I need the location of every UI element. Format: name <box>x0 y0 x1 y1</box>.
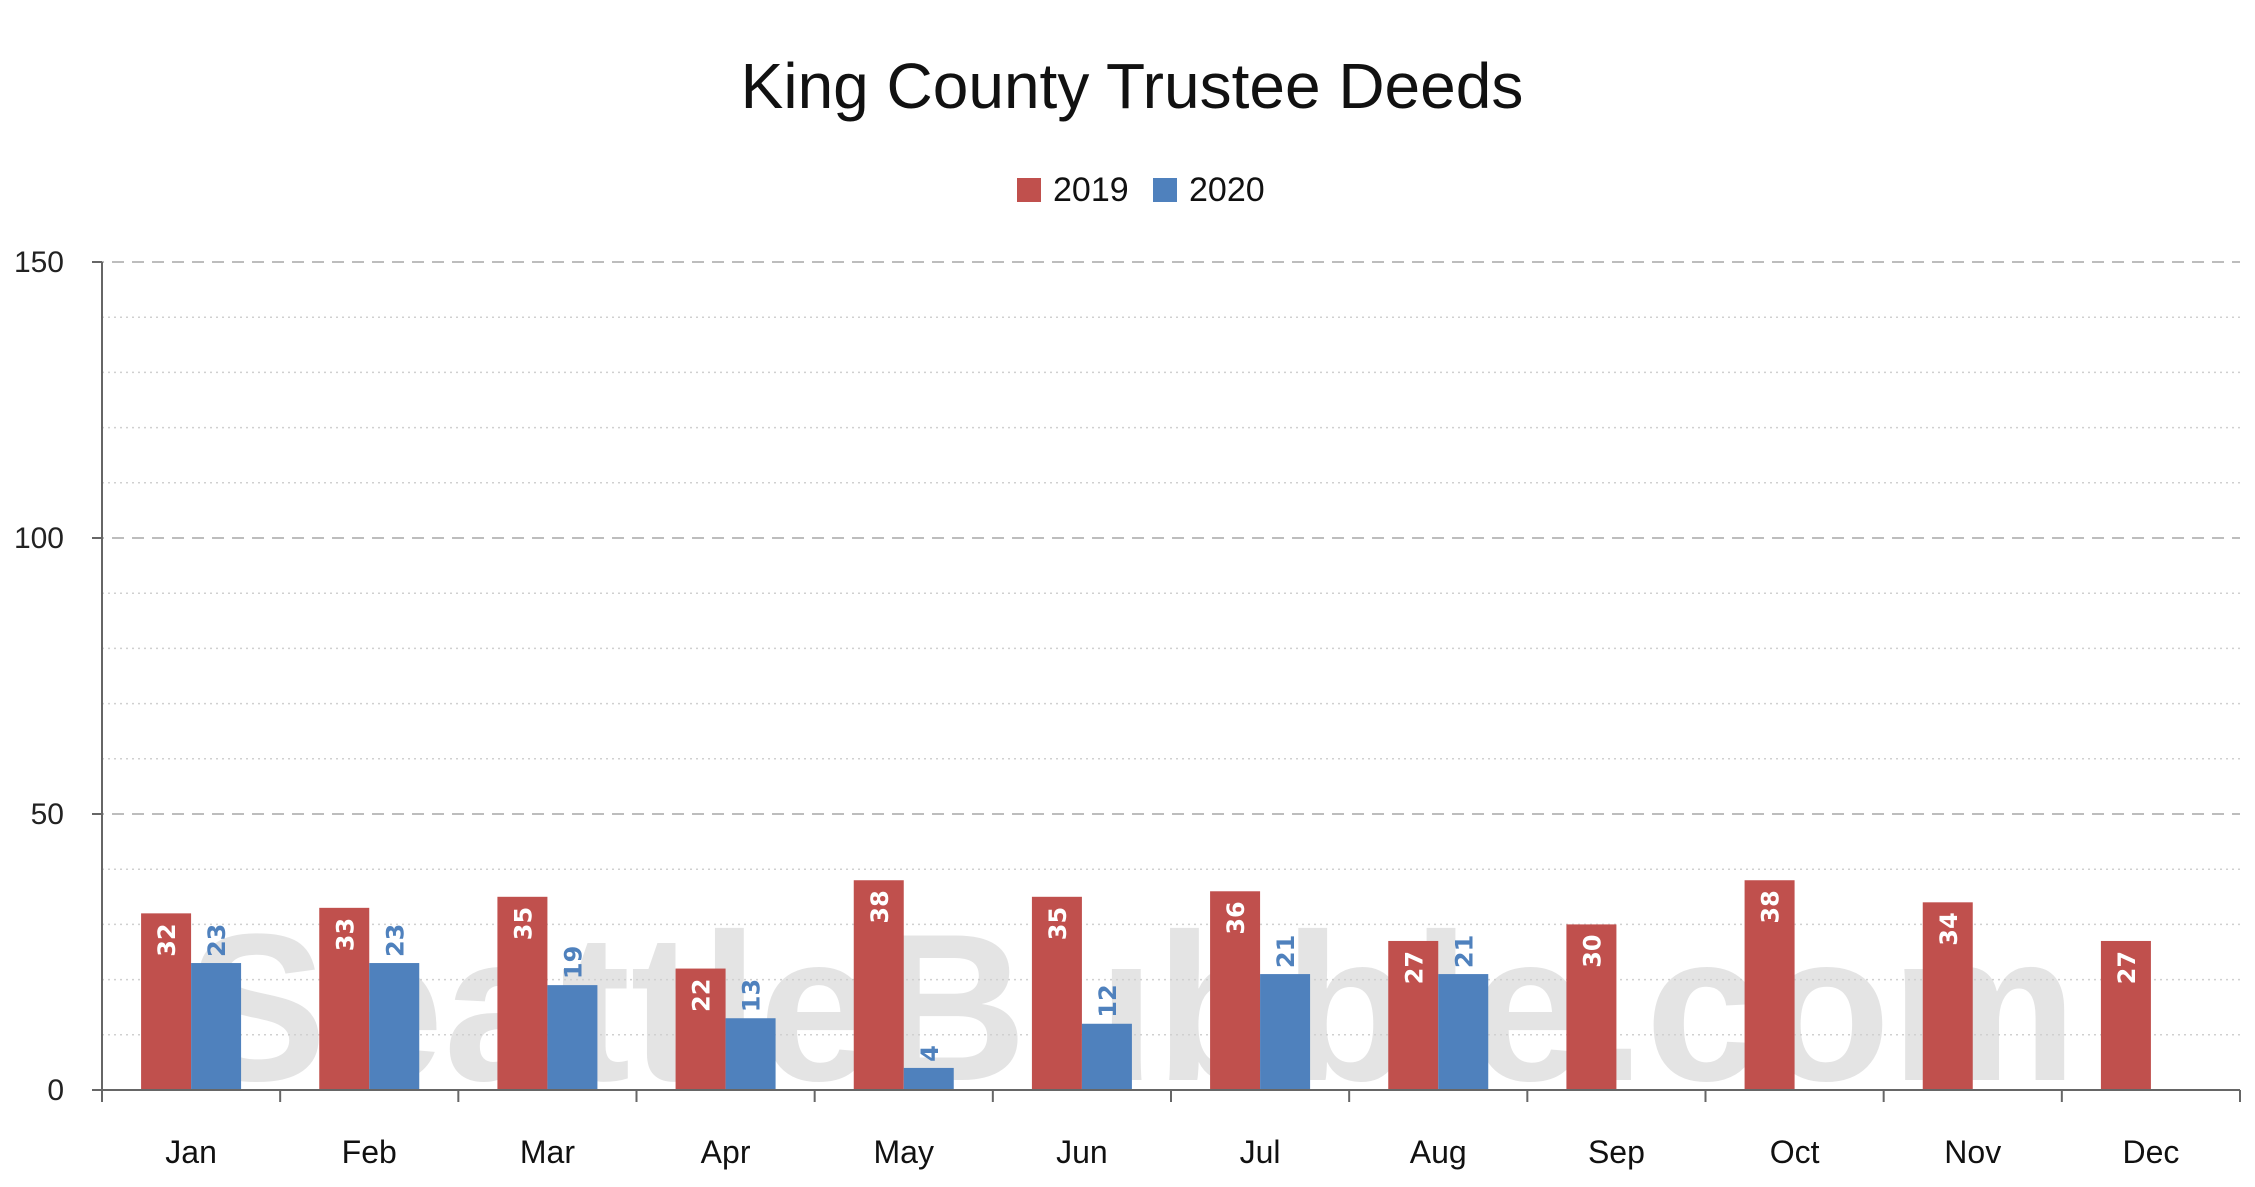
data-label-2020-may: 4 <box>916 1045 944 1062</box>
bar-2019-jun <box>1031 896 1082 1090</box>
x-tick-label: May <box>874 1134 934 1170</box>
bar-2020-jan <box>191 963 242 1090</box>
x-tick-label: Apr <box>701 1134 751 1170</box>
bars <box>141 880 2151 1090</box>
x-tick-label: Aug <box>1410 1134 1467 1170</box>
data-label-2019-mar: 35 <box>509 907 537 940</box>
chart-title: King County Trustee Deeds <box>741 50 1524 122</box>
data-label-2020-feb: 23 <box>381 924 409 957</box>
bar-2019-mar <box>497 896 548 1090</box>
bar-2019-jul <box>1210 891 1261 1090</box>
x-axis-labels: Jan Feb Mar Apr May Jun Jul Aug Sep Oct Nov Dec <box>165 1134 2179 1170</box>
x-tick-label: Jul <box>1240 1134 1281 1170</box>
data-label-2019-aug: 27 <box>1400 951 1428 984</box>
legend-label-2020: 2020 <box>1189 171 1265 209</box>
x-tick-label: Nov <box>1944 1134 2001 1170</box>
data-label-2019-sep: 30 <box>1578 934 1606 967</box>
legend-swatch-2019 <box>1017 178 1041 202</box>
x-tick-label: Jan <box>165 1134 217 1170</box>
y-axis-ticks: 0 50 100 150 <box>14 246 102 1107</box>
data-label-2019-nov: 34 <box>1935 912 1963 945</box>
y-tick-label: 0 <box>47 1074 64 1107</box>
bar-2019-feb <box>319 907 370 1090</box>
legend-swatch-2020 <box>1153 178 1177 202</box>
data-label-2019-dec: 27 <box>2113 951 2141 984</box>
bar-2020-jul <box>1260 974 1311 1090</box>
bar-2019-dec <box>2100 940 2151 1090</box>
y-tick-label: 150 <box>14 246 64 279</box>
data-label-2020-mar: 19 <box>559 946 587 979</box>
bar-2020-apr <box>725 1018 776 1090</box>
x-tick-label: Jun <box>1056 1134 1108 1170</box>
bar-2019-may <box>853 880 904 1090</box>
bar-2020-aug <box>1438 974 1489 1090</box>
bar-2019-aug <box>1388 940 1439 1090</box>
bar-2019-apr <box>675 968 726 1090</box>
data-label-2019-apr: 22 <box>688 979 716 1012</box>
y-tick-label: 100 <box>14 522 64 555</box>
data-label-2019-oct: 38 <box>1757 890 1785 923</box>
legend-label-2019: 2019 <box>1053 171 1129 209</box>
x-tick-label: Oct <box>1770 1134 1820 1170</box>
bar-labels: 32 23 33 23 35 19 22 13 38 4 35 12 36 21 27 21 30 38 34 27 <box>153 890 2141 1062</box>
bar-2019-jan <box>141 913 192 1090</box>
bar-2020-may <box>903 1067 954 1090</box>
data-label-2019-feb: 33 <box>331 918 359 951</box>
data-label-2020-jan: 23 <box>203 924 231 957</box>
data-label-2020-apr: 13 <box>738 979 766 1012</box>
data-label-2019-jun: 35 <box>1044 907 1072 940</box>
x-tick-label: Dec <box>2122 1134 2179 1170</box>
bar-2020-jun <box>1081 1023 1132 1090</box>
y-tick-label: 50 <box>31 798 64 831</box>
data-label-2019-may: 38 <box>866 890 894 923</box>
bar-2019-sep <box>1566 924 1617 1090</box>
axes <box>92 262 2241 1102</box>
data-label-2019-jan: 32 <box>153 923 181 956</box>
gridlines <box>92 261 2240 1036</box>
bar-2020-mar <box>547 985 598 1090</box>
bar-2020-feb <box>369 963 420 1090</box>
x-tick-label: Mar <box>520 1134 575 1170</box>
bar-2019-oct <box>1744 880 1795 1090</box>
legend: 2019 2020 <box>1017 171 1265 209</box>
data-label-2020-jul: 21 <box>1272 935 1300 968</box>
data-label-2019-jul: 36 <box>1222 901 1250 934</box>
data-label-2020-jun: 12 <box>1094 984 1122 1017</box>
x-tick-label: Sep <box>1588 1134 1645 1170</box>
data-label-2020-aug: 21 <box>1450 935 1478 968</box>
bar-2019-nov <box>1922 902 1973 1090</box>
x-tick-label: Feb <box>342 1134 397 1170</box>
